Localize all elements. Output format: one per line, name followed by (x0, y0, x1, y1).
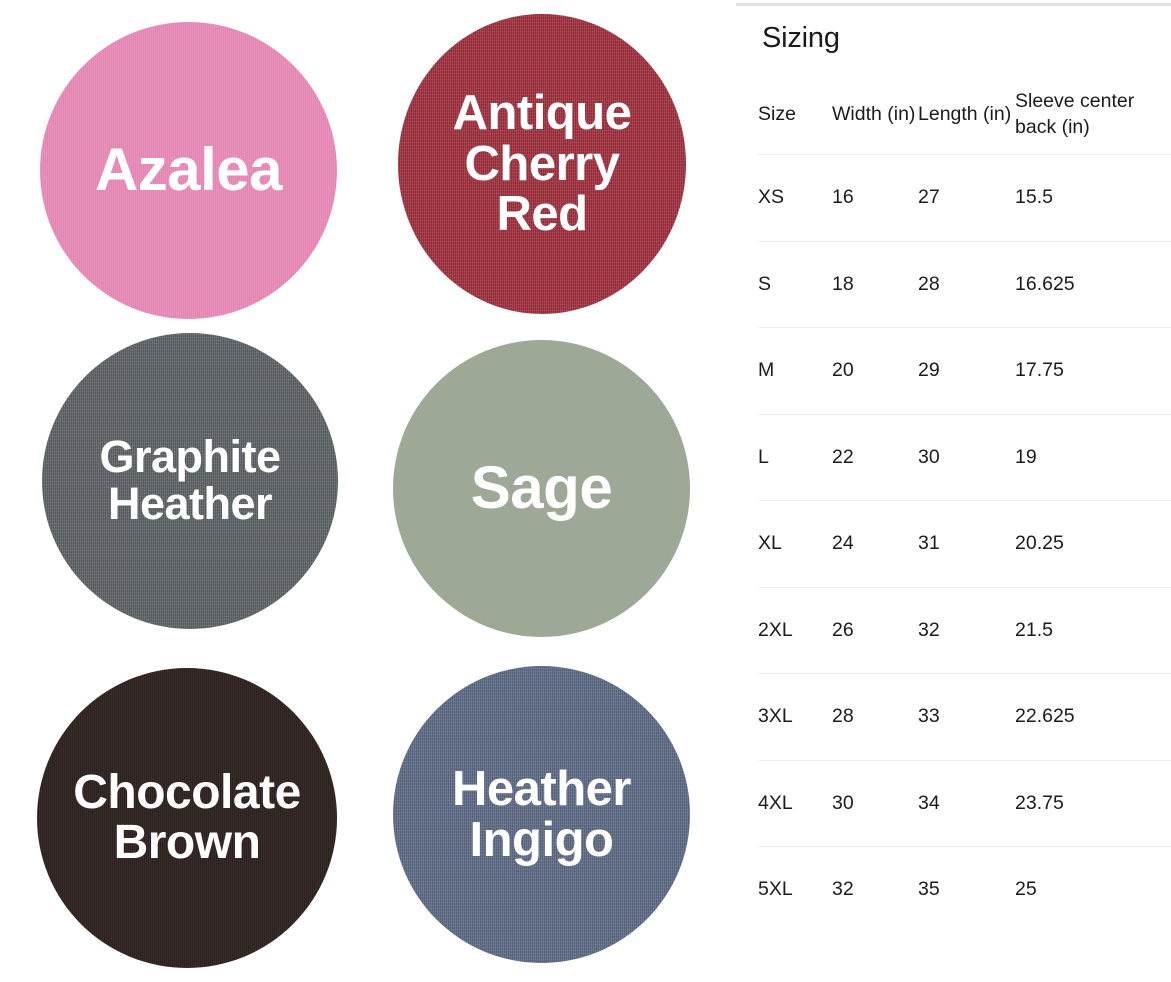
cell-sleeve: 19 (1015, 414, 1171, 502)
cell-width: 30 (832, 760, 918, 848)
color-swatch-label: Heather Ingigo (452, 761, 631, 867)
color-swatch-azalea[interactable]: Azalea (40, 22, 337, 319)
sizing-panel: Sizing Size Width (in) Length (in) Sleev… (718, 0, 1171, 982)
cell-width: 16 (832, 154, 918, 242)
cell-size: L (758, 414, 832, 502)
cell-width: 32 (832, 878, 854, 901)
sizing-table: Size Width (in) Length (in) Sleeve cente… (758, 88, 1171, 933)
column-header-width: Width (in) (832, 88, 918, 156)
cell-size: XS (758, 154, 832, 242)
cell-size: 3XL (758, 673, 832, 761)
cell-sleeve: 21.5 (1015, 587, 1171, 675)
table-row: 4XL 30 34 23.75 (758, 760, 1171, 848)
cell-sleeve: 22.625 (1015, 673, 1171, 761)
color-swatch-sage[interactable]: Sage (393, 340, 690, 637)
sizing-title: Sizing (762, 22, 840, 54)
cell-width: 24 (832, 500, 918, 588)
color-swatch-antique-cherry-red[interactable]: Antique Cherry Red (398, 14, 686, 314)
cell-width: 26 (832, 587, 918, 675)
column-header-length: Length (in) (918, 88, 1015, 156)
cell-length: 32 (918, 587, 1015, 675)
column-header-sleeve-center-back: Sleeve center back (in) (1015, 88, 1171, 156)
cell-sleeve: 25 (1015, 878, 1037, 901)
cell-width: 20 (832, 327, 918, 415)
cell-width: 18 (832, 241, 918, 329)
table-row: 3XL 28 33 22.625 (758, 673, 1171, 761)
cell-width: 28 (832, 673, 918, 761)
color-swatch-label: Graphite Heather (99, 431, 281, 529)
cell-size: XL (758, 500, 832, 588)
cell-size: 5XL (758, 878, 793, 901)
table-row: 5XL 32 35 25 (758, 847, 1171, 933)
cell-length: 30 (918, 414, 1015, 502)
color-swatch-label: Azalea (94, 136, 283, 204)
cell-length: 31 (918, 500, 1015, 588)
cell-sleeve: 15.5 (1015, 154, 1171, 242)
cell-length: 28 (918, 241, 1015, 329)
sizing-table-wrapper: Size Width (in) Length (in) Sleeve cente… (758, 88, 1171, 933)
panel-top-divider (736, 3, 1171, 6)
color-swatch-label: Sage (470, 454, 613, 522)
cell-length: 33 (918, 673, 1015, 761)
cell-length: 34 (918, 760, 1015, 848)
table-row: XS 16 27 15.5 (758, 154, 1171, 242)
color-swatch-label: Chocolate Brown (73, 766, 301, 869)
color-swatch-chocolate-brown[interactable]: Chocolate Brown (37, 668, 337, 968)
cell-sleeve: 20.25 (1015, 500, 1171, 588)
cell-size: 4XL (758, 760, 832, 848)
table-row: XL 24 31 20.25 (758, 500, 1171, 588)
color-swatch-heather-ingigo[interactable]: Heather Ingigo (393, 666, 690, 963)
cell-size: M (758, 327, 832, 415)
color-swatch-graphite-heather[interactable]: Graphite Heather (42, 333, 338, 629)
cell-sleeve: 16.625 (1015, 241, 1171, 329)
cell-length: 29 (918, 327, 1015, 415)
sizing-table-body: XS 16 27 15.5 S 18 28 16.625 M 20 29 17.75 L 22 30 19 XL… (758, 154, 1171, 933)
sizing-table-head: Size Width (in) Length (in) Sleeve cente… (758, 88, 1171, 156)
table-row: L 22 30 19 (758, 414, 1171, 502)
cell-width: 22 (832, 414, 918, 502)
color-swatch-panel: Azalea Antique Cherry Red Graphite Heath… (37, 14, 690, 968)
table-row: M 20 29 17.75 (758, 327, 1171, 415)
cell-size: S (758, 241, 832, 329)
color-swatch-label: Antique Cherry Red (452, 85, 632, 242)
table-row: 2XL 26 32 21.5 (758, 587, 1171, 675)
cell-sleeve: 23.75 (1015, 760, 1171, 848)
column-header-size: Size (758, 88, 832, 156)
table-row: S 18 28 16.625 (758, 241, 1171, 329)
cell-sleeve: 17.75 (1015, 327, 1171, 415)
cell-length: 27 (918, 154, 1015, 242)
cell-size: 2XL (758, 587, 832, 675)
cell-length: 35 (918, 878, 940, 901)
table-header-row: Size Width (in) Length (in) Sleeve cente… (758, 88, 1171, 156)
